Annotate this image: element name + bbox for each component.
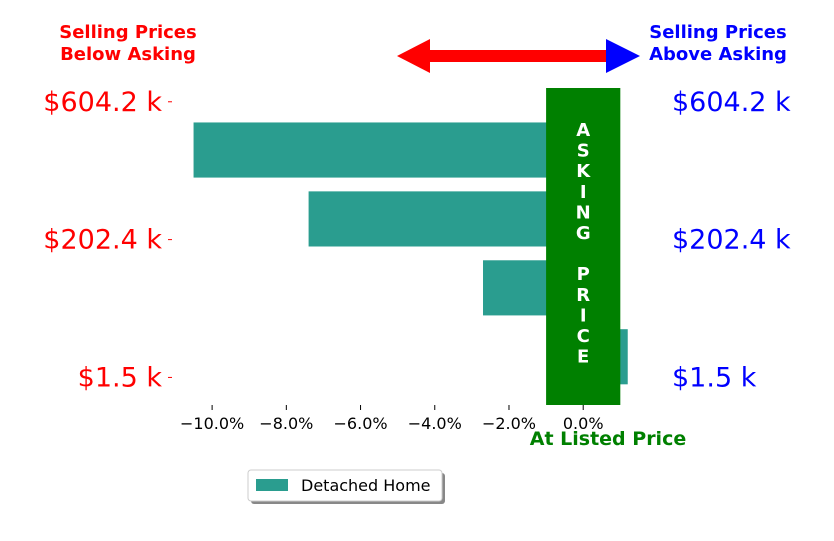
asking-letter-3: I	[580, 182, 587, 203]
legend-box	[247, 469, 443, 502]
asking-letter-5: G	[576, 223, 591, 244]
y-label-left-1: $202.4 k	[43, 225, 162, 256]
arrow-left-head	[397, 39, 430, 73]
y-label-left-2: $1.5 k	[78, 362, 163, 393]
y-label-right-2: $1.5 k	[672, 362, 757, 393]
x-axis: −10.0% −8.0% −6.0% −4.0% −2.0% 0.0%	[180, 405, 604, 433]
x-tick-label-1: −8.0%	[259, 414, 313, 433]
x-tick-label-0: −10.0%	[180, 414, 244, 433]
asking-letter-8: R	[576, 285, 590, 306]
direction-arrow	[397, 39, 640, 73]
left-header-line2: Below Asking	[60, 44, 196, 65]
bar-1	[308, 191, 584, 247]
x-tick-label-4: −2.0%	[482, 414, 536, 433]
arrow-right-head	[606, 39, 640, 73]
y-label-right-0: $604.2 k	[672, 87, 791, 118]
asking-letter-7: P	[577, 264, 590, 285]
at-listed-price-label: At Listed Price	[530, 428, 686, 450]
right-header-line2: Above Asking	[649, 44, 787, 65]
legend-swatch	[256, 479, 288, 491]
arrow-shaft	[428, 50, 608, 62]
y-axis-labels: $604.2 k $604.2 k $202.4 k $202.4 k $1.5 k $1…	[43, 87, 791, 394]
asking-letter-10: C	[577, 326, 590, 347]
x-tick-label-2: −6.0%	[334, 414, 388, 433]
asking-letter-4: N	[576, 202, 591, 223]
legend: Detached Home	[247, 469, 445, 504]
asking-band-rect	[546, 88, 621, 405]
y-label-right-1: $202.4 k	[672, 225, 791, 256]
legend-label: Detached Home	[301, 476, 431, 495]
left-header-line1: Selling Prices	[59, 22, 196, 43]
asking-letter-9: I	[580, 305, 587, 326]
asking-letter-0: A	[576, 120, 590, 141]
asking-letter-11: E	[577, 347, 589, 368]
right-header-line1: Selling Prices	[649, 22, 786, 43]
asking-letter-2: K	[576, 161, 591, 182]
asking-letter-1: S	[577, 141, 590, 162]
x-tick-label-3: −4.0%	[408, 414, 462, 433]
x-tick-label-5: 0.0%	[563, 414, 604, 433]
bar-0	[193, 122, 584, 178]
y-label-left-0: $604.2 k	[43, 87, 162, 118]
